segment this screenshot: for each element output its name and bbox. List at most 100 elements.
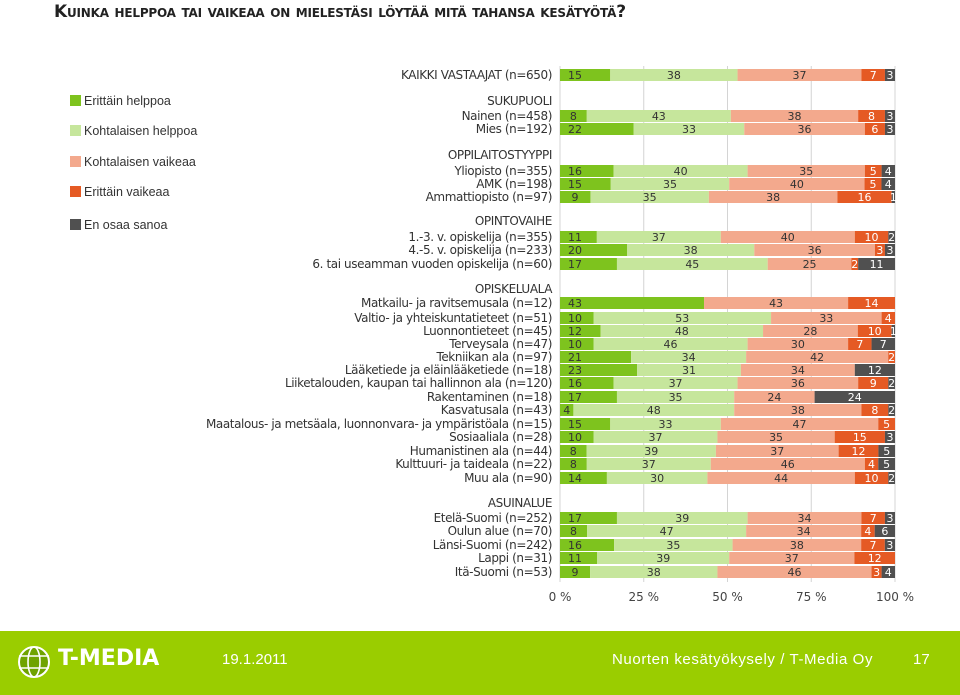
bar-segment — [613, 377, 738, 389]
bar-segment — [881, 566, 895, 578]
bar-segment — [616, 512, 748, 524]
bar-segment — [560, 539, 615, 551]
bar-segment — [597, 552, 730, 564]
bar-segment — [888, 231, 895, 243]
bar-segment — [854, 364, 895, 376]
bar-segment — [848, 338, 872, 350]
slide-date: 19.1.2011 — [222, 651, 288, 668]
bar-segment — [606, 472, 708, 484]
globe-icon — [18, 646, 50, 678]
bar-segment — [730, 110, 859, 122]
data-label: 20 — [568, 244, 582, 257]
data-label: 23 — [568, 364, 582, 377]
bar-segment — [884, 69, 895, 81]
row-label: Nainen (n=458) — [462, 109, 552, 123]
bar-segment — [717, 431, 835, 443]
bar-segment — [637, 364, 741, 376]
data-label: 47 — [660, 525, 674, 538]
data-label: 3 — [886, 244, 893, 257]
data-label: 4 — [885, 566, 892, 579]
bar-segment — [590, 191, 709, 203]
bar-segment — [864, 178, 882, 190]
bar-segment — [586, 458, 711, 470]
bar-segment — [861, 525, 875, 537]
data-label: 35 — [643, 191, 657, 204]
bar-segment — [560, 525, 588, 537]
bar-segment — [560, 69, 611, 81]
data-label: 35 — [666, 539, 680, 552]
data-label: 17 — [568, 258, 582, 271]
data-label: 42 — [810, 351, 824, 364]
row-label: Terveysala (n=47) — [448, 337, 552, 351]
bar-segment — [590, 566, 718, 578]
footer-text: Nuorten kesätyökysely / T-Media Oy — [612, 651, 874, 668]
bar-segment — [560, 377, 614, 389]
legend-label: Erittäin vaikeaa — [84, 185, 170, 199]
bar-segment — [717, 566, 872, 578]
data-label: 15 — [568, 418, 582, 431]
data-label: 8 — [570, 445, 577, 458]
bar-segment — [747, 512, 862, 524]
data-label: 1 — [890, 191, 897, 204]
row-label: AMK (n=198) — [476, 177, 552, 191]
data-label: 10 — [865, 231, 879, 244]
data-label: 38 — [790, 539, 804, 552]
data-label: 43 — [769, 297, 783, 310]
data-label: 22 — [568, 123, 582, 136]
legend-item: Kohtalaisen vaikeaa — [70, 155, 196, 169]
bar-segment — [864, 123, 885, 135]
data-label: 43 — [568, 297, 582, 310]
bar-segment — [878, 458, 895, 470]
bar-segment — [854, 552, 895, 564]
data-label: 2 — [888, 377, 895, 390]
row-label: Sosiaaliala (n=28) — [449, 430, 552, 444]
data-label: 7 — [856, 338, 863, 351]
bar-segment — [704, 297, 849, 309]
data-label: 5 — [883, 418, 890, 431]
data-label: 38 — [791, 404, 805, 417]
row-label: 1.-3. v. opiskelija (n=355) — [408, 230, 552, 244]
bar-segment — [560, 110, 587, 122]
bar-segment — [560, 512, 617, 524]
bar-segment — [600, 325, 764, 337]
data-label: 8 — [871, 404, 878, 417]
bar-segment — [737, 377, 859, 389]
row-label: Lääketiede ja eläinlääketiede (n=18) — [345, 363, 552, 377]
bar-segment — [888, 377, 895, 389]
row-label: 6. tai useamman vuoden opiskelija (n=60) — [312, 257, 552, 271]
legend-swatch — [70, 186, 81, 197]
data-label: 28 — [803, 325, 817, 338]
data-label: 6 — [871, 123, 878, 136]
data-label: 4 — [885, 178, 892, 191]
data-label: 1 — [890, 325, 897, 338]
row-label: Mies (n=192) — [476, 122, 552, 136]
data-label: 38 — [667, 69, 681, 82]
bar-segment — [613, 165, 748, 177]
data-label: 3 — [873, 566, 880, 579]
bar-segment — [560, 244, 627, 256]
data-label: 36 — [791, 377, 805, 390]
group-header: ASUINALUE — [488, 496, 552, 510]
bar-segment — [708, 191, 838, 203]
data-label: 15 — [853, 431, 867, 444]
bar-segment — [610, 178, 730, 190]
legend-label: En osaa sanoa — [84, 218, 168, 232]
bar-segment — [874, 244, 885, 256]
bar-segment — [861, 69, 885, 81]
bar-segment — [746, 525, 862, 537]
bar-segment — [861, 404, 889, 416]
legend-label: Kohtalaisen vaikeaa — [84, 155, 196, 169]
bar-segment — [747, 338, 849, 350]
footer-bar — [0, 631, 960, 695]
data-label: 12 — [568, 325, 582, 338]
data-label: 39 — [644, 445, 658, 458]
bar-segment — [610, 69, 738, 81]
data-label: 6 — [881, 525, 888, 538]
data-label: 35 — [663, 178, 677, 191]
data-label: 8 — [570, 458, 577, 471]
data-label: 38 — [647, 566, 661, 579]
data-label: 9 — [572, 191, 579, 204]
data-label: 38 — [684, 244, 698, 257]
data-label: 37 — [652, 231, 666, 244]
bar-segment — [573, 404, 735, 416]
